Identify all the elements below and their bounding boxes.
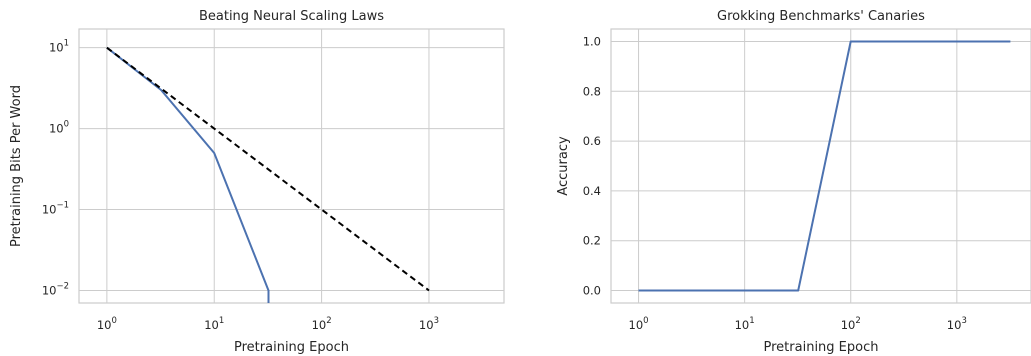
x-tick-label: 103 bbox=[419, 316, 439, 332]
y-tick-label: 10−1 bbox=[42, 201, 69, 217]
y-tick-exponent: 1 bbox=[64, 39, 69, 49]
y-tick-exponent: −1 bbox=[56, 201, 69, 211]
x-axis-label: Pretraining Epoch bbox=[764, 340, 879, 355]
x-tick-exponent: 2 bbox=[326, 316, 331, 326]
x-tick-label: 102 bbox=[841, 316, 861, 332]
y-tick-label: 101 bbox=[49, 39, 69, 55]
x-tick-label: 100 bbox=[629, 316, 649, 332]
y-tick-label: 1.0 bbox=[583, 34, 601, 48]
y-axis-label: Accuracy bbox=[556, 136, 571, 196]
x-tick-base: 10 bbox=[841, 318, 856, 332]
y-tick-exponent: −2 bbox=[56, 281, 69, 291]
chart-title: Grokking Benchmarks' Canaries bbox=[717, 9, 925, 24]
y-tick-label: 0.2 bbox=[583, 234, 601, 248]
y-axis-label: Pretraining Bits Per Word bbox=[9, 85, 24, 247]
x-tick-base: 10 bbox=[947, 318, 962, 332]
y-tick-base: 10 bbox=[49, 41, 64, 55]
x-tick-label: 100 bbox=[97, 316, 117, 332]
y-tick-label: 100 bbox=[49, 120, 69, 136]
x-tick-exponent: 0 bbox=[111, 316, 116, 326]
x-tick-base: 10 bbox=[629, 318, 644, 332]
chart-title: Beating Neural Scaling Laws bbox=[199, 9, 384, 24]
x-tick-exponent: 3 bbox=[434, 316, 439, 326]
x-tick-label: 103 bbox=[947, 316, 967, 332]
x-tick-base: 10 bbox=[312, 318, 327, 332]
series-line-1 bbox=[638, 40, 1011, 292]
axes-frame bbox=[78, 28, 505, 304]
axes-frame bbox=[610, 28, 1031, 304]
series-line-2 bbox=[106, 46, 430, 292]
x-tick-exponent: 3 bbox=[961, 316, 966, 326]
y-tick-base: 10 bbox=[42, 203, 57, 217]
series-line-1 bbox=[106, 46, 270, 303]
y-tick-exponent: 0 bbox=[64, 120, 69, 130]
y-tick-label: 0.0 bbox=[583, 284, 601, 298]
x-tick-label: 101 bbox=[204, 316, 224, 332]
x-tick-exponent: 2 bbox=[855, 316, 860, 326]
y-tick-base: 10 bbox=[42, 283, 57, 297]
y-tick-label: 0.6 bbox=[583, 134, 601, 148]
x-tick-label: 101 bbox=[735, 316, 755, 332]
x-tick-base: 10 bbox=[97, 318, 112, 332]
y-tick-label: 10−2 bbox=[42, 281, 69, 297]
x-tick-base: 10 bbox=[204, 318, 219, 332]
x-tick-base: 10 bbox=[735, 318, 750, 332]
y-tick-label: 0.4 bbox=[583, 184, 601, 198]
x-tick-exponent: 0 bbox=[643, 316, 648, 326]
y-tick-label: 0.8 bbox=[583, 84, 601, 98]
x-tick-exponent: 1 bbox=[749, 316, 754, 326]
x-tick-exponent: 1 bbox=[219, 316, 224, 326]
y-tick-base: 10 bbox=[49, 122, 64, 136]
x-tick-label: 102 bbox=[312, 316, 332, 332]
x-tick-base: 10 bbox=[419, 318, 434, 332]
x-axis-label: Pretraining Epoch bbox=[234, 340, 349, 355]
